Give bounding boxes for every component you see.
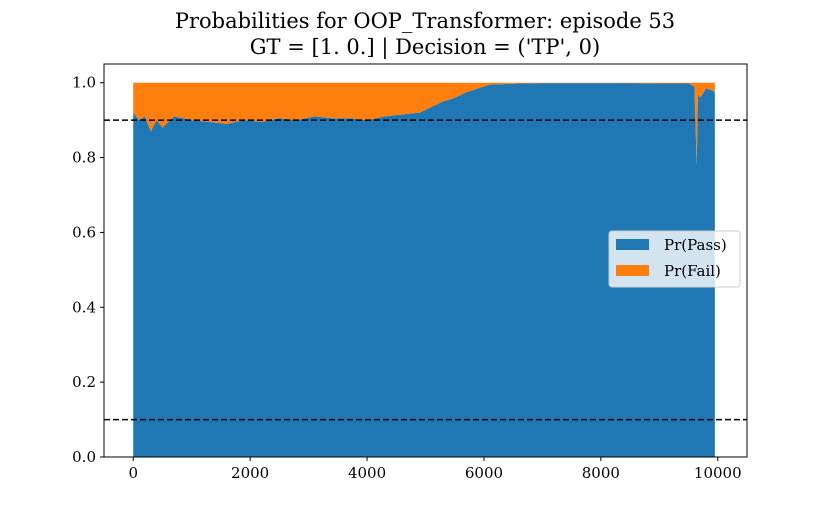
legend-label-fail: Pr(Fail) — [664, 262, 721, 280]
x-tick-label: 4000 — [348, 464, 386, 482]
chart-title: Probabilities for OOP_Transformer: episo… — [175, 9, 675, 33]
x-tick-label: 2000 — [231, 464, 269, 482]
y-tick-label: 0.0 — [72, 448, 96, 466]
legend-label-pass: Pr(Pass) — [664, 236, 727, 254]
legend: Pr(Pass) Pr(Fail) — [608, 230, 741, 288]
chart-subtitle: GT = [1. 0.] | Decision = ('TP', 0) — [250, 35, 600, 60]
legend-swatch-fail — [616, 265, 649, 276]
area-series-prfail — [133, 82, 715, 166]
y-axis: 0.0 0.2 0.4 0.6 0.8 1.0 — [72, 74, 104, 466]
area-series-prpass — [133, 83, 715, 457]
x-tick-label: 8000 — [582, 464, 620, 482]
y-tick-label: 0.2 — [72, 373, 96, 391]
y-tick-label: 0.6 — [72, 223, 96, 241]
plot-area — [133, 82, 715, 457]
x-tick-label: 0 — [128, 464, 138, 482]
y-tick-label: 1.0 — [72, 74, 96, 92]
y-tick-label: 0.4 — [72, 298, 96, 316]
x-axis: 0 2000 4000 6000 8000 10000 — [128, 457, 742, 482]
plot-frame — [103, 63, 748, 458]
x-tick-label: 6000 — [465, 464, 503, 482]
y-tick-label: 0.8 — [72, 149, 96, 167]
legend-swatch-pass — [616, 239, 649, 250]
x-tick-label: 10000 — [694, 464, 742, 482]
threshold-lines — [104, 119, 747, 421]
